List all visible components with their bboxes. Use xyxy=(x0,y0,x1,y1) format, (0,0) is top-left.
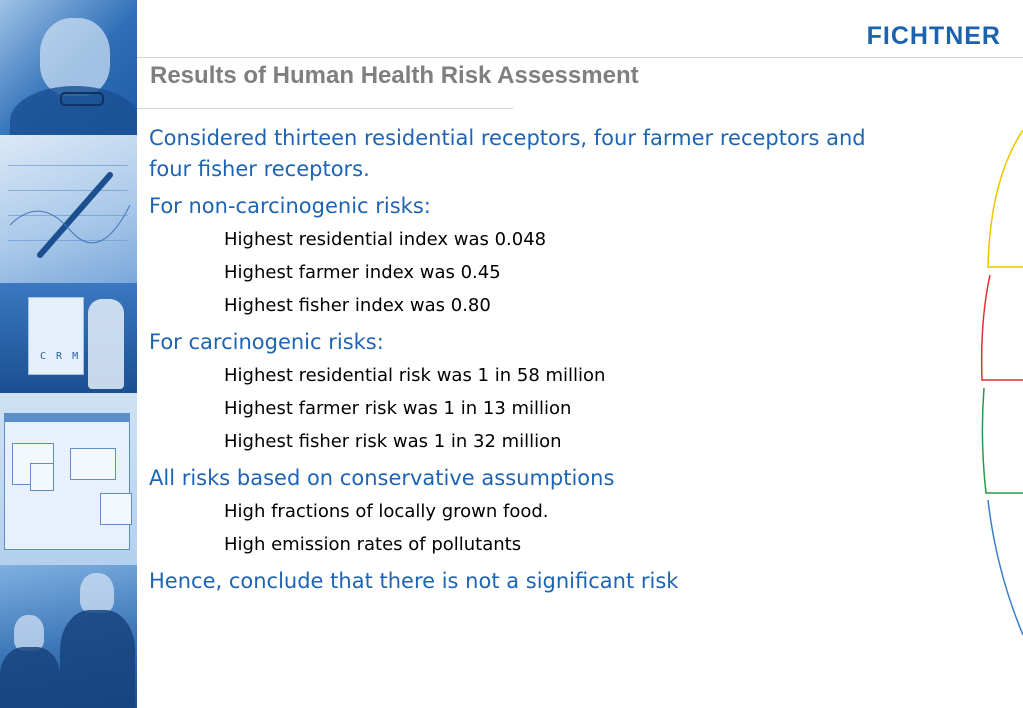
window-titlebar xyxy=(5,414,129,422)
sub-bullet-fisher-index: Highest fisher index was 0.80 xyxy=(224,295,491,316)
paper-line xyxy=(8,165,128,166)
photo-head-shape xyxy=(40,18,110,96)
paper-line xyxy=(8,215,128,216)
arc-green xyxy=(981,387,1023,494)
photo-shoulder-shape xyxy=(10,86,137,135)
person-head-shape xyxy=(14,615,44,651)
decorative-arcs xyxy=(980,129,1023,636)
sidebar-photo-strip: C R M xyxy=(0,0,137,708)
diagram-box xyxy=(30,463,54,491)
sub-bullet-locally-grown-food: High fractions of locally grown food. xyxy=(224,501,549,522)
header-divider xyxy=(137,57,1023,58)
slide-content: Considered thirteen residential receptor… xyxy=(149,123,909,603)
sub-bullet-farmer-risk: Highest farmer risk was 1 in 13 million xyxy=(224,398,572,419)
arc-red xyxy=(980,274,1023,381)
photo-writing-hand xyxy=(0,135,137,283)
glasses-shape xyxy=(60,92,104,106)
sub-bullet-emission-rates: High emission rates of pollutants xyxy=(224,534,522,555)
diagram-box xyxy=(70,448,116,480)
photo-presentation: C R M xyxy=(0,283,137,393)
person-suit-shape xyxy=(0,647,60,708)
photo-thinking-man xyxy=(0,0,137,135)
photo-meeting xyxy=(0,565,137,708)
bullet-conservative-assumptions: All risks based on conservative assumpti… xyxy=(149,466,615,490)
sub-bullet-farmer-index: Highest farmer index was 0.45 xyxy=(224,262,501,283)
person-head-shape xyxy=(80,573,114,613)
sub-bullet-residential-risk: Highest residential risk was 1 in 58 mil… xyxy=(224,365,606,386)
title-underline xyxy=(137,108,513,109)
presenter-figure xyxy=(88,299,124,389)
sub-bullet-residential-index: Highest residential index was 0.048 xyxy=(224,229,547,250)
fichtner-logo: FICHTNER xyxy=(866,22,1001,50)
sub-bullet-fisher-risk: Highest fisher risk was 1 in 32 million xyxy=(224,431,562,452)
diagram-box xyxy=(100,493,132,525)
bullet-receptors: Considered thirteen residential receptor… xyxy=(149,126,866,181)
paper-line xyxy=(8,240,128,241)
paper-line xyxy=(8,190,128,191)
slide-title: Results of Human Health Risk Assessment xyxy=(150,62,639,89)
flipchart-board xyxy=(28,297,84,375)
bullet-carcinogenic: For carcinogenic risks: xyxy=(149,330,384,354)
pen-icon xyxy=(9,172,131,258)
bullet-non-carcinogenic: For non-carcinogenic risks: xyxy=(149,194,431,218)
flipchart-text: C R M xyxy=(40,351,81,362)
person-suit-shape xyxy=(60,610,135,708)
arc-blue xyxy=(987,499,1023,636)
photo-software-screen xyxy=(0,393,137,565)
arc-yellow xyxy=(987,129,1023,268)
bullet-conclusion: Hence, conclude that there is not a sign… xyxy=(149,569,679,593)
